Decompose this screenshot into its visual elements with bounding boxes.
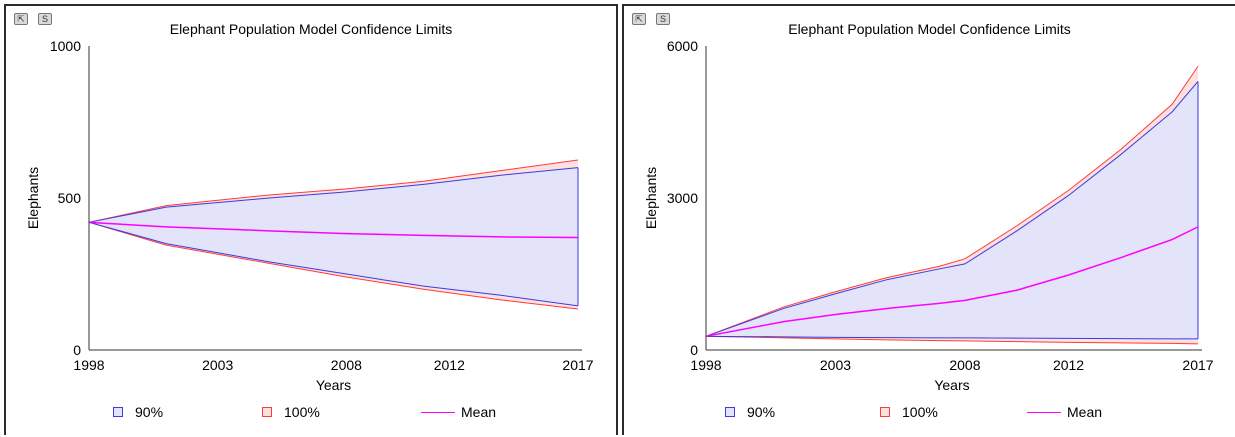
x-tick-label: 2017 bbox=[562, 357, 593, 373]
mean-line bbox=[705, 226, 1199, 338]
expand-icon[interactable]: ⇱ bbox=[632, 13, 646, 25]
x-tick-label: 1998 bbox=[690, 357, 721, 373]
band-100-upper bbox=[705, 65, 1199, 337]
legend-90-label: 90% bbox=[135, 404, 164, 420]
band-90-upper bbox=[705, 81, 1199, 337]
legend-mean: Mean bbox=[421, 404, 496, 420]
legend-mean-line bbox=[421, 411, 455, 413]
x-tick-label: 2017 bbox=[1182, 357, 1213, 373]
x-tick-label: 2012 bbox=[434, 357, 465, 373]
chart-title: Elephant Population Model Confidence Lim… bbox=[788, 21, 1071, 37]
legend-90: 90% bbox=[725, 404, 775, 420]
band-90-upper bbox=[88, 167, 579, 223]
legend-100: 100% bbox=[880, 404, 938, 420]
legend-90: 90% bbox=[113, 404, 163, 420]
legend-100: 100% bbox=[262, 404, 320, 420]
y-tick-label: 0 bbox=[73, 342, 81, 358]
legend-100-label: 100% bbox=[902, 404, 938, 420]
legend-mean-label: Mean bbox=[1067, 404, 1103, 420]
y-tick-label: 3000 bbox=[667, 190, 698, 206]
legend-mean-label: Mean bbox=[461, 404, 497, 420]
snapshot-button[interactable]: S bbox=[656, 13, 670, 25]
x-axis-label: Years bbox=[934, 377, 969, 393]
y-tick-label: 1000 bbox=[50, 38, 81, 54]
x-tick-label: 2012 bbox=[1053, 357, 1084, 373]
legend-100-label: 100% bbox=[284, 404, 320, 420]
band-90-fill bbox=[706, 81, 1198, 339]
band-90-lower bbox=[705, 335, 1198, 340]
expand-icon[interactable]: ⇱ bbox=[14, 13, 28, 25]
y-axis-label: Elephants bbox=[643, 167, 659, 229]
legend-90-swatch bbox=[725, 407, 735, 417]
legend-100-swatch bbox=[262, 407, 272, 417]
snapshot-button[interactable]: S bbox=[38, 13, 52, 25]
band-100-lower bbox=[705, 335, 1199, 345]
legend-90-label: 90% bbox=[747, 404, 776, 420]
chart-panel-left: ⇱ S Elephant Population Model Confidence… bbox=[4, 4, 618, 435]
chart-plot-left: 0 500 1000 1998 2003 2008 2012 2017 Years Elephan… bbox=[25, 38, 594, 393]
x-tick-label: 2003 bbox=[202, 357, 233, 373]
band-90-lower bbox=[88, 221, 579, 307]
legend-mean: Mean bbox=[1027, 404, 1102, 420]
mean-line bbox=[88, 221, 579, 239]
chart-panel-right: ⇱ S Elephant Population Model Confidence… bbox=[622, 4, 1235, 435]
y-tick-label: 500 bbox=[58, 190, 82, 206]
chart-plot-right: 0 3000 6000 1998 2003 2008 2012 2017 Years Elepha… bbox=[643, 38, 1214, 393]
x-tick-label: 2008 bbox=[331, 357, 362, 373]
band-100-lower bbox=[88, 221, 579, 310]
y-tick-label: 6000 bbox=[667, 38, 698, 54]
x-axis-label: Years bbox=[316, 377, 351, 393]
legend-mean-line bbox=[1027, 411, 1061, 413]
band-90-fill bbox=[89, 167, 578, 306]
legend-90-swatch bbox=[113, 407, 123, 417]
legend-100-swatch bbox=[880, 407, 890, 417]
y-tick-label: 0 bbox=[690, 342, 698, 358]
x-tick-label: 1998 bbox=[73, 357, 104, 373]
chart-title: Elephant Population Model Confidence Lim… bbox=[169, 21, 453, 37]
x-tick-label: 2003 bbox=[820, 357, 851, 373]
band-100-upper bbox=[88, 159, 579, 223]
x-tick-label: 2008 bbox=[949, 357, 980, 373]
y-axis-label: Elephants bbox=[25, 167, 41, 229]
